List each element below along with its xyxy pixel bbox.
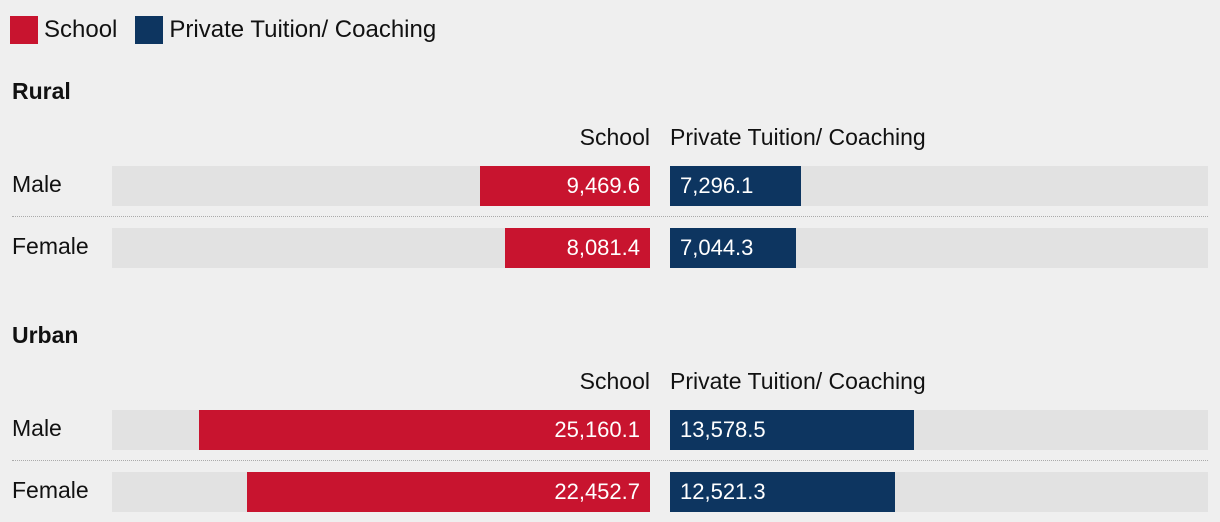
row-label: Male bbox=[12, 171, 62, 197]
legend-label-school: School bbox=[44, 16, 118, 43]
column-header-school: School bbox=[579, 124, 650, 150]
row-label: Female bbox=[12, 477, 89, 503]
row-label: Female bbox=[12, 233, 89, 259]
bar-school: 22,452.7 bbox=[247, 472, 650, 512]
legend-swatch-school bbox=[10, 16, 38, 44]
legend-item-school: School bbox=[10, 16, 117, 44]
column-header-school: School bbox=[579, 368, 650, 394]
row-divider bbox=[12, 216, 1208, 217]
bar-private: 7,044.3 bbox=[670, 228, 796, 268]
row-label: Male bbox=[12, 415, 62, 441]
legend: School Private Tuition/ Coaching bbox=[10, 15, 454, 45]
bar-school: 8,081.4 bbox=[505, 228, 650, 268]
bar-school: 25,160.1 bbox=[199, 410, 650, 450]
column-header-private: Private Tuition/ Coaching bbox=[670, 368, 926, 394]
column-header-private: Private Tuition/ Coaching bbox=[670, 124, 926, 150]
group-title-urban: Urban bbox=[12, 322, 79, 348]
legend-label-private: Private Tuition/ Coaching bbox=[169, 16, 437, 43]
legend-swatch-private bbox=[135, 16, 164, 44]
group-title-rural: Rural bbox=[12, 78, 71, 104]
bar-private: 13,578.5 bbox=[670, 410, 914, 450]
legend-item-private: Private Tuition/ Coaching bbox=[135, 16, 436, 44]
row-divider bbox=[12, 460, 1208, 461]
bar-private: 7,296.1 bbox=[670, 166, 801, 206]
bar-school: 9,469.6 bbox=[480, 166, 650, 206]
bar-private: 12,521.3 bbox=[670, 472, 895, 512]
